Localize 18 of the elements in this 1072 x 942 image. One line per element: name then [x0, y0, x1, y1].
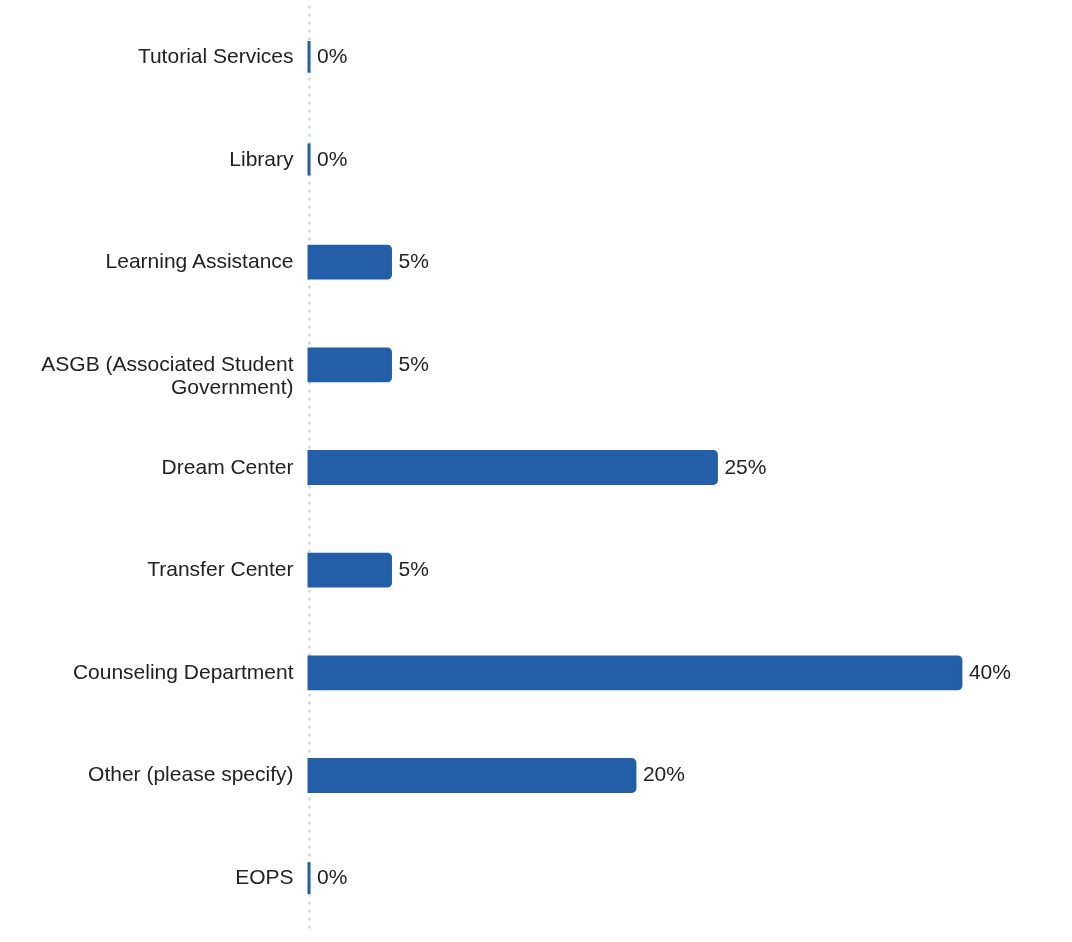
- y-tick-label: Counseling Department: [72, 659, 294, 683]
- y-tick-label: Dream Center: [161, 454, 294, 478]
- y-tick-label: Transfer Center: [147, 557, 294, 581]
- data-label: 0%: [317, 43, 348, 67]
- y-tick-label: Library: [229, 146, 294, 170]
- data-label: 5%: [398, 351, 429, 375]
- data-label: 40%: [968, 659, 1011, 683]
- data-label: 20%: [642, 762, 685, 786]
- data-label: 5%: [398, 557, 429, 581]
- y-tick-label: Other (please specify): [88, 762, 294, 786]
- y-tick-label: EOPS: [235, 865, 294, 889]
- y-tick-label: ASGB (Associated Student Government): [41, 351, 294, 398]
- data-label: 5%: [398, 249, 429, 273]
- y-tick-label: Learning Assistance: [105, 249, 294, 273]
- data-label: 0%: [317, 146, 348, 170]
- y-tick-label: Tutorial Services: [137, 43, 294, 67]
- data-label: 25%: [724, 454, 767, 478]
- data-label: 0%: [317, 865, 348, 889]
